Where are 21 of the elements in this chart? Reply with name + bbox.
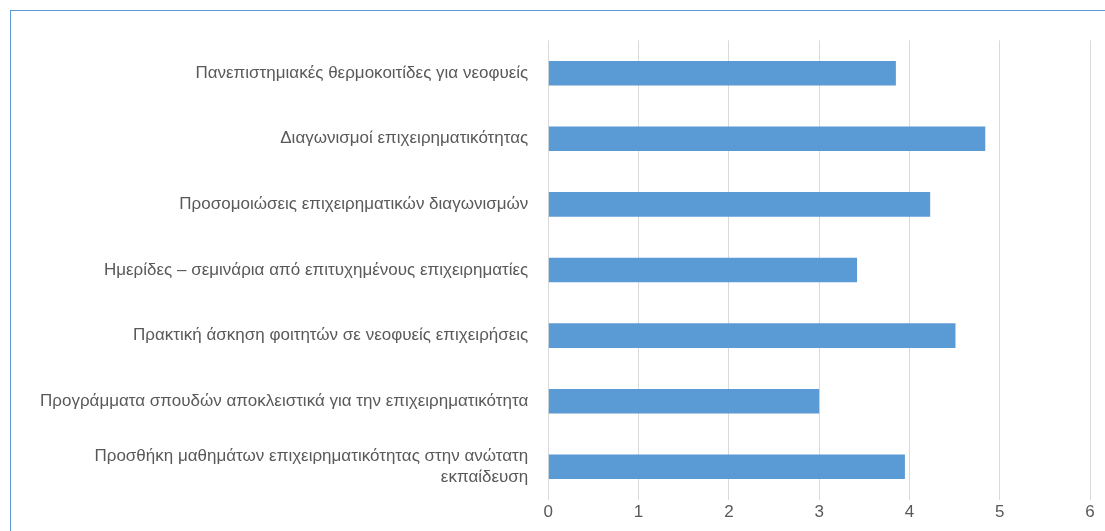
bar <box>548 388 820 414</box>
y-tick-label: Προγράμματα σπουδών αποκλειστικά για την επιχειρηματικότητα <box>40 390 529 410</box>
bar <box>548 126 986 152</box>
bar <box>548 454 905 480</box>
x-tick-label: 5 <box>994 502 1005 522</box>
x-tick-label: 1 <box>633 502 644 522</box>
x-tick-label: 0 <box>543 502 554 522</box>
y-tick-label: Διαγωνισμοί επιχειρηματικότητας <box>280 128 529 148</box>
x-tick-label: 4 <box>904 502 915 522</box>
y-tick-label: Πρακτική άσκηση φοιτητών σε νεοφυείς επιχειρήσεις <box>133 325 529 345</box>
y-tick-label: Ημερίδες – σεμινάρια από επιτυχημένους επιχειρηματίες <box>103 259 529 279</box>
x-tick-label: 2 <box>724 502 734 522</box>
bar <box>548 60 896 86</box>
bar <box>548 257 858 283</box>
y-tick-label: Πανεπιστημιακές θερμοκοιτίδες για νεοφυείς <box>195 62 529 82</box>
y-tick-label: Προσθήκη μαθημάτων επιχειρηματικότητας στην ανώτατη εκπαίδευση <box>94 446 529 486</box>
y-tick-label: Προσομοιώσεις επιχειρηματικών διαγωνισμών <box>179 194 529 214</box>
bar <box>548 323 956 348</box>
x-tick-label: 6 <box>1085 502 1095 522</box>
bar <box>548 192 931 217</box>
x-tick-label: 3 <box>814 502 824 522</box>
